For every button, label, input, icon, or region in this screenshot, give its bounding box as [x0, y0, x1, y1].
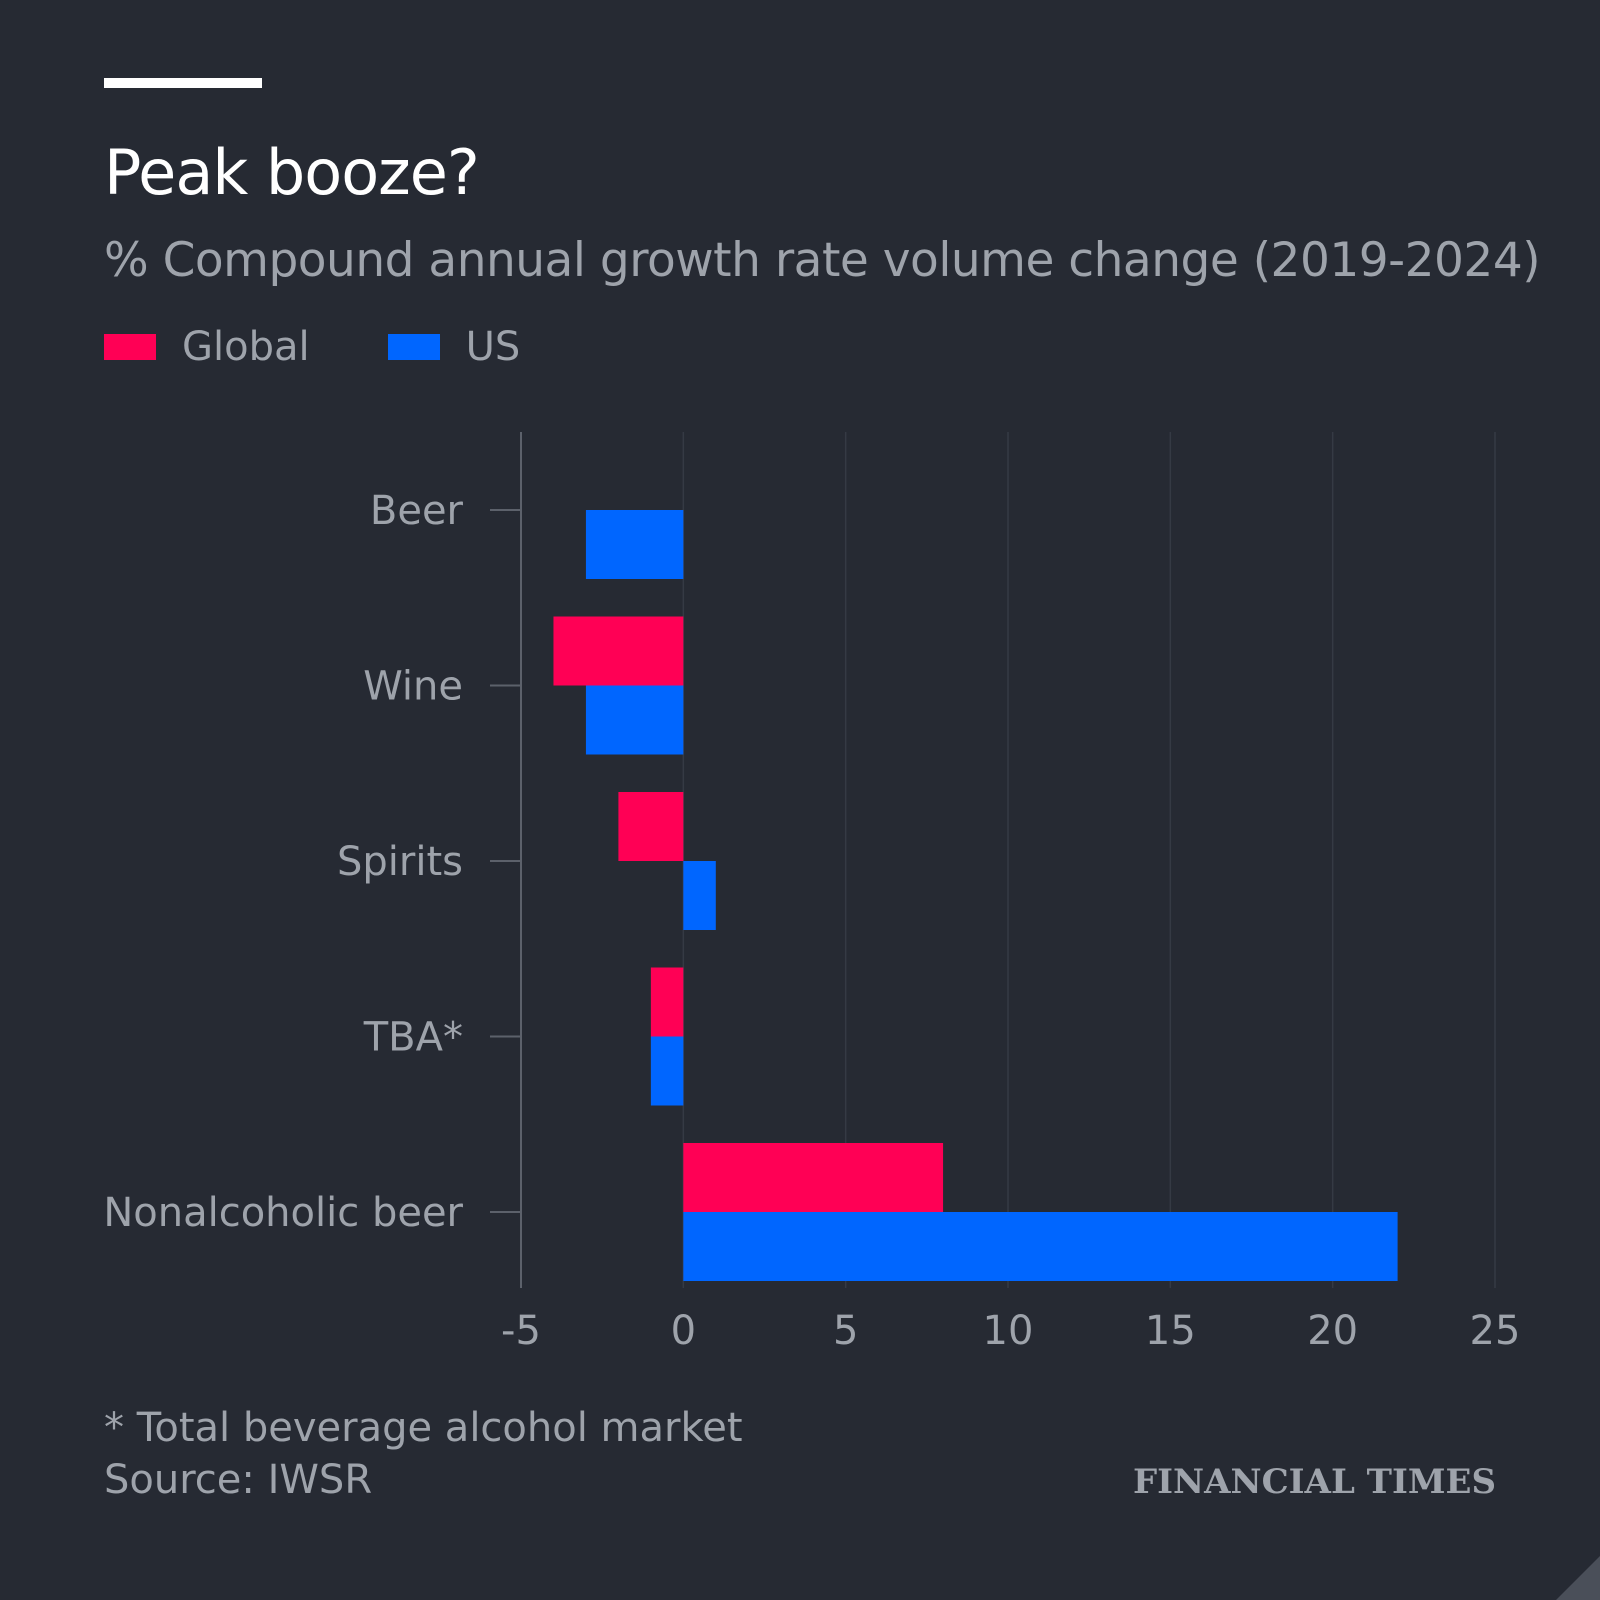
- bar-global: [683, 1143, 944, 1212]
- legend-label-global: Global: [182, 324, 310, 370]
- x-tick-label: -5: [501, 1308, 541, 1354]
- legend-item-us: US: [387, 324, 521, 370]
- legend-item-global: Global: [104, 324, 310, 370]
- x-tick-label: 25: [1470, 1308, 1521, 1354]
- chart-subtitle: % Compound annual growth rate volume cha…: [104, 233, 1541, 288]
- bar-global: [618, 792, 684, 861]
- source-note: Source: IWSR: [104, 1457, 373, 1503]
- x-tick-label: 0: [671, 1308, 696, 1354]
- bar-global: [553, 616, 684, 686]
- corner-mark: [1556, 1556, 1600, 1600]
- bar-us: [585, 685, 684, 755]
- x-tick-label: 10: [983, 1308, 1034, 1354]
- legend-swatch-global: [104, 334, 156, 360]
- x-tick-label: 5: [833, 1308, 858, 1354]
- category-label: TBA*: [363, 1015, 463, 1061]
- legend: Global US: [104, 324, 598, 370]
- bar-us: [683, 1212, 1398, 1281]
- legend-swatch-us: [387, 334, 440, 360]
- chart-title: Peak booze?: [104, 136, 480, 209]
- top-rule: [104, 78, 262, 88]
- bar-us: [650, 1036, 684, 1106]
- category-label: Spirits: [337, 839, 463, 885]
- legend-label-us: US: [465, 324, 521, 370]
- category-label: Beer: [370, 488, 464, 534]
- footnote: * Total beverage alcohol market: [104, 1405, 743, 1451]
- category-label: Nonalcoholic beer: [103, 1190, 463, 1236]
- bar-global: [650, 967, 684, 1037]
- ft-logo: FINANCIAL TIMES: [1133, 1462, 1496, 1502]
- category-label: Wine: [363, 664, 463, 710]
- x-tick-label: 15: [1145, 1308, 1196, 1354]
- bar-us: [585, 510, 684, 579]
- x-tick-label: 20: [1307, 1308, 1358, 1354]
- bar-chart: -5 0 5 10 15 20 25 Beer Wine Spirits TBA* Nonalcoho…: [103, 432, 1521, 1354]
- bar-us: [683, 861, 716, 930]
